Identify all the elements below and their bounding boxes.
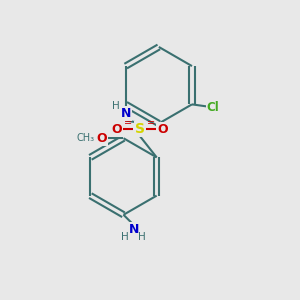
Text: N: N bbox=[129, 223, 139, 236]
Text: =: = bbox=[147, 118, 155, 128]
Text: H: H bbox=[112, 101, 120, 111]
Text: O: O bbox=[96, 132, 107, 145]
Text: CH₃: CH₃ bbox=[76, 133, 94, 143]
Text: Cl: Cl bbox=[207, 101, 220, 114]
Text: H: H bbox=[138, 232, 146, 242]
Text: S: S bbox=[135, 122, 145, 136]
Text: N: N bbox=[121, 107, 131, 120]
Text: O: O bbox=[157, 123, 168, 136]
Text: O: O bbox=[111, 123, 122, 136]
Text: =: = bbox=[124, 118, 132, 128]
Text: H: H bbox=[121, 232, 129, 242]
